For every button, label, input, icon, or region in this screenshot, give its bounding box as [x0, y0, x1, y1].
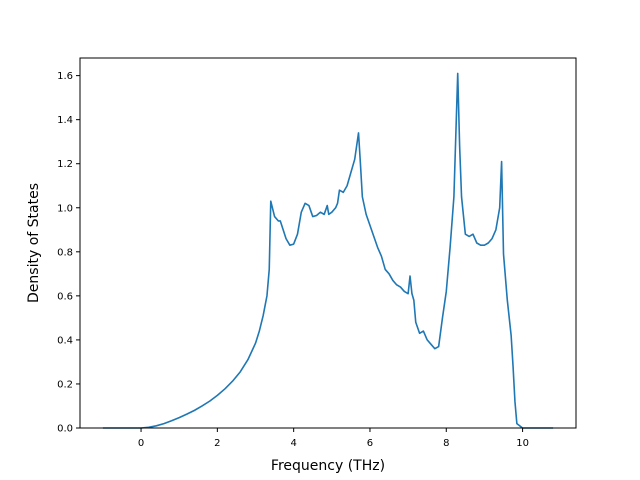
plot-background	[80, 58, 576, 428]
y-tick-label: 0.2	[57, 379, 73, 390]
y-tick-label: 0.4	[57, 335, 73, 346]
y-tick-label: 1.0	[57, 203, 73, 214]
y-tick-label: 1.2	[57, 159, 73, 170]
y-tick-label: 0.6	[57, 291, 73, 302]
dos-line	[102, 72, 554, 429]
y-axis-ticks: 0.0 0.2 0.4 0.6 0.8 1.0 1.2 1.4 1.6	[57, 71, 80, 435]
x-tick-label: 4	[290, 438, 296, 449]
series-layer	[102, 72, 554, 429]
x-axis-label: Frequency (THz)	[271, 458, 385, 474]
x-tick-label: 8	[443, 438, 449, 449]
x-tick-label: 2	[214, 438, 220, 449]
y-tick-label: 1.6	[57, 71, 73, 82]
y-axis-label: Density of States	[26, 183, 42, 303]
x-tick-label: 6	[367, 438, 373, 449]
x-axis-ticks: 0 2 4 6 8 10	[138, 428, 529, 449]
x-tick-label: 0	[138, 438, 144, 449]
y-tick-label: 1.4	[57, 115, 73, 126]
y-tick-label: 0.8	[57, 247, 73, 258]
y-tick-label: 0.0	[57, 424, 73, 435]
x-tick-label: 10	[516, 438, 529, 449]
plot-frame	[79, 57, 577, 429]
